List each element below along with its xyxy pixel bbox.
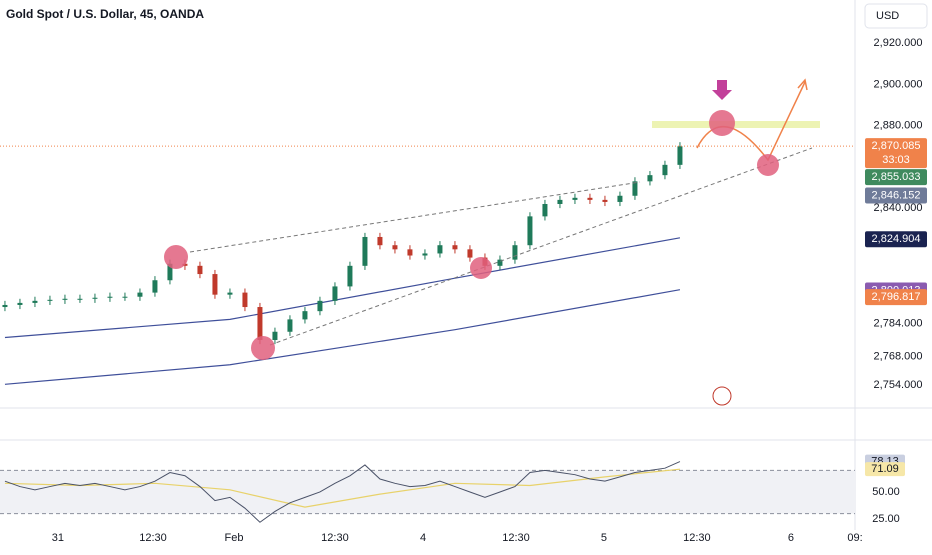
candle-body <box>662 164 668 176</box>
y-tick-label: 50.00 <box>872 486 900 498</box>
candle-body <box>122 296 128 298</box>
candle-body <box>152 280 158 293</box>
price-label <box>865 187 927 204</box>
price-label <box>865 231 927 248</box>
candle-body <box>632 181 638 196</box>
candle-body <box>497 259 503 266</box>
candle-body <box>332 286 338 301</box>
y-tick-label: 25.00 <box>872 513 900 525</box>
price-label-text: 2,870.085 <box>872 140 921 152</box>
annotations <box>164 78 820 406</box>
candle-body <box>557 199 563 204</box>
y-tick-label: 2,784.000 <box>874 317 923 329</box>
currency[interactable]: USD <box>876 10 899 22</box>
price-label-text: 2,796.817 <box>872 291 921 303</box>
rsi-band <box>0 470 855 514</box>
candle-body <box>17 302 23 305</box>
trend-line <box>269 147 813 346</box>
x-tick-label: 31 <box>52 532 64 544</box>
candle-body <box>77 298 83 300</box>
x-tick-label: 12:30 <box>139 532 167 544</box>
candle-body <box>212 274 218 295</box>
candle-body <box>527 216 533 246</box>
x-tick-label: 4 <box>420 532 426 544</box>
marker <box>164 245 188 269</box>
price-label <box>865 169 927 186</box>
candle-body <box>452 245 458 250</box>
candle-body <box>197 265 203 275</box>
value-label-text: 71.09 <box>871 463 899 475</box>
candle-body <box>362 236 368 266</box>
candle-body <box>167 263 173 281</box>
x-tick-label: 12:30 <box>683 532 711 544</box>
candle-body <box>347 265 353 287</box>
candle-body <box>32 300 38 303</box>
candle-body <box>2 304 8 308</box>
candle-body <box>512 245 518 260</box>
candle-body <box>242 292 248 308</box>
candle-body <box>602 199 608 202</box>
y-tick-label: 2,754.000 <box>874 379 923 391</box>
candle-body <box>677 146 683 165</box>
candle-body <box>407 249 413 256</box>
candle-body <box>617 195 623 202</box>
candle-body <box>572 197 578 200</box>
y-tick-label: 2,880.000 <box>874 120 923 132</box>
candle-body <box>317 300 323 312</box>
marker <box>470 257 492 279</box>
candle-body <box>257 307 263 340</box>
x-tick-label: 6 <box>788 532 794 544</box>
price-label-text: 2,824.904 <box>872 233 921 245</box>
price-label <box>865 138 927 169</box>
candle-body <box>392 245 398 250</box>
marker <box>709 110 735 136</box>
down-arrow <box>712 80 732 100</box>
price-label <box>865 289 927 306</box>
candle-body <box>227 292 233 295</box>
candle-body <box>467 249 473 258</box>
trend-line <box>189 181 641 253</box>
candle-body <box>647 175 653 182</box>
candle-body <box>92 297 98 299</box>
y-tick-label: 2,900.000 <box>874 78 923 90</box>
x-tick-label: 12:30 <box>502 532 530 544</box>
x-tick-label: Feb <box>225 532 244 544</box>
chart-title: Gold Spot / U.S. Dollar, 45, OANDA <box>6 7 204 21</box>
candle-body <box>272 331 278 340</box>
event-icon[interactable] <box>712 386 732 406</box>
y-tick-label: 2,768.000 <box>874 350 923 362</box>
y-tick-label: 2,840.000 <box>874 202 923 214</box>
moving-average <box>4 237 681 339</box>
candle-body <box>302 311 308 320</box>
candle-body <box>377 236 383 246</box>
candle-body <box>422 253 428 256</box>
candle-body <box>437 245 443 254</box>
marker <box>251 336 275 360</box>
currency-button[interactable] <box>864 3 928 29</box>
price-label-text: 2,855.033 <box>872 171 921 183</box>
price-label-text: 2,846.152 <box>872 189 921 201</box>
candle-body <box>107 296 113 298</box>
zone <box>652 121 820 128</box>
x-tick-label: 5 <box>601 532 607 544</box>
x-tick-label: 09: <box>847 532 862 544</box>
y-tick-label: 2,920.000 <box>874 37 923 49</box>
candle-body <box>47 299 53 301</box>
candle-body <box>287 319 293 332</box>
candle-body <box>587 197 593 200</box>
moving-average <box>4 289 681 385</box>
countdown: 33:03 <box>882 154 910 166</box>
rsi-line <box>4 461 681 523</box>
candle-body <box>62 298 68 300</box>
candle-body <box>542 204 548 217</box>
value-label <box>865 462 905 477</box>
marker <box>757 154 779 176</box>
x-tick-label: 12:30 <box>321 532 349 544</box>
rsi-signal <box>4 468 681 508</box>
candle-body <box>137 292 143 297</box>
